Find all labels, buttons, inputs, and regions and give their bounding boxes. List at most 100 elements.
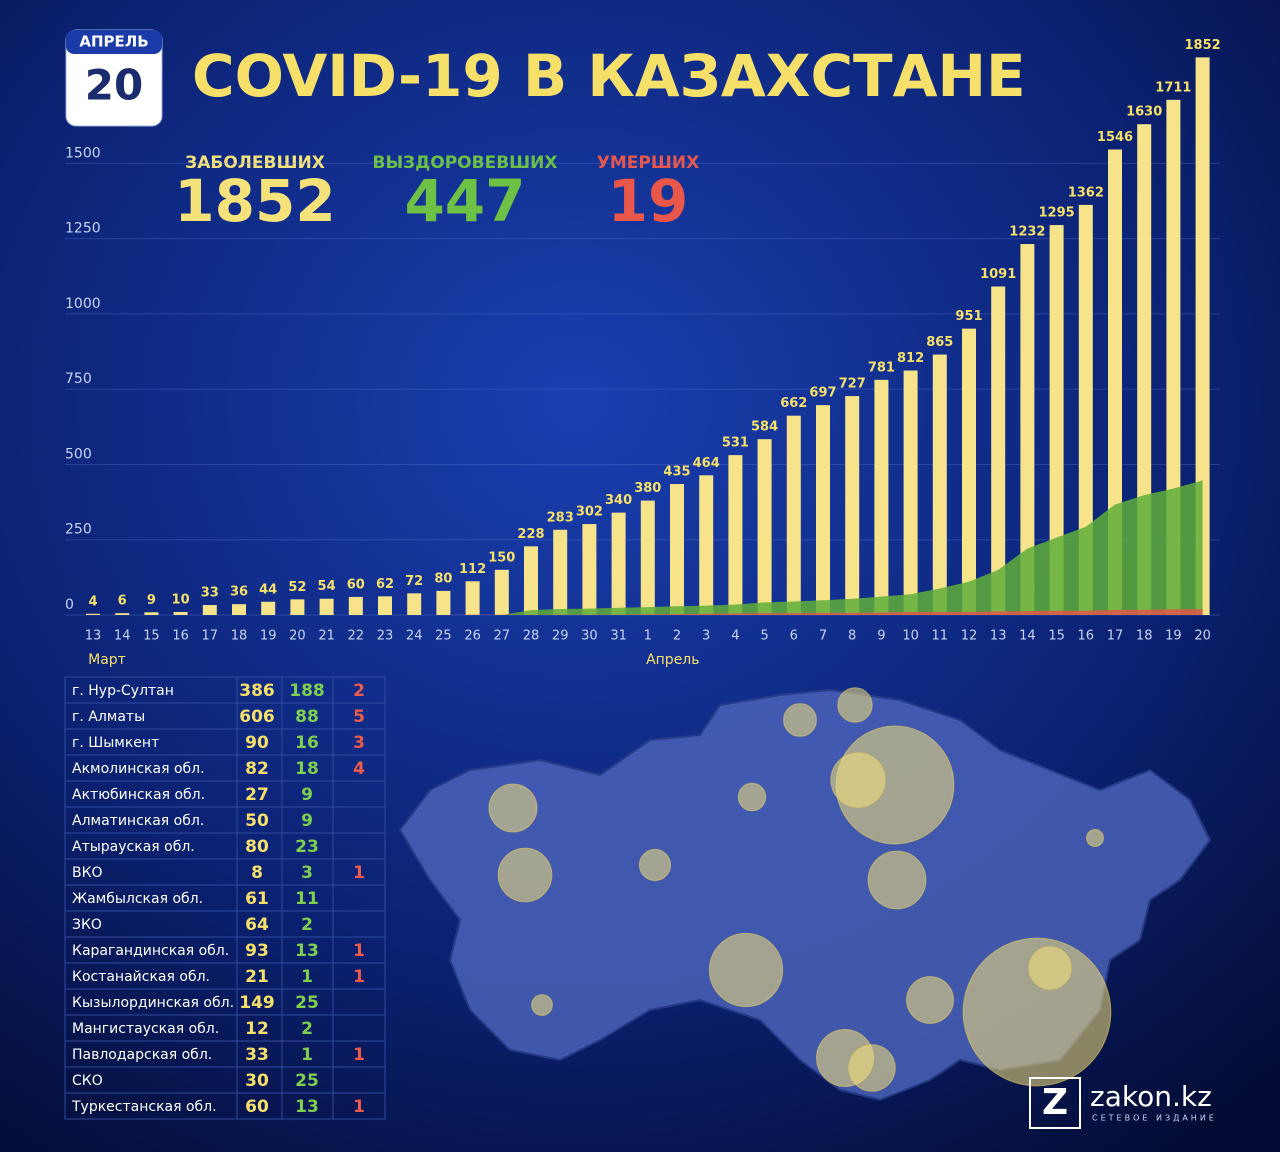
region-name: Кызылординская обл.: [72, 995, 234, 1011]
bar-value-label: 72: [405, 574, 423, 589]
x-tick-label: 14: [1019, 629, 1036, 644]
x-tick-label: 27: [494, 629, 511, 644]
bar: [845, 396, 860, 615]
region-circle: [497, 847, 553, 903]
bar-value-label: 4: [88, 594, 97, 609]
x-tick-label: 4: [731, 629, 739, 644]
region-circle: [848, 1044, 896, 1092]
region-value: 1: [353, 863, 365, 883]
stat-value: 447: [404, 167, 525, 235]
region-circle: [488, 783, 538, 833]
y-tick-label: 1250: [65, 221, 101, 237]
y-tick-label: 0: [65, 597, 74, 613]
logo-icon: Z: [1042, 1082, 1068, 1123]
region-circle: [906, 976, 954, 1024]
x-tick-label: 25: [435, 629, 452, 644]
region-value: 90: [245, 733, 269, 753]
region-value: 5: [353, 707, 365, 727]
bar-value-label: 150: [488, 550, 515, 565]
bar-value-label: 60: [347, 577, 365, 592]
table: г. Нур-Султан 386 188 2г. Алматы 606 88 5г. Шы…: [64, 676, 386, 1120]
bar: [582, 524, 597, 615]
x-tick-label: 18: [1136, 629, 1153, 644]
x-tick-label: 7: [819, 629, 827, 644]
region-value: 13: [295, 1097, 319, 1117]
recovered-area: [93, 480, 1203, 615]
region-value: 606: [239, 707, 275, 727]
region-value: 188: [289, 681, 325, 701]
stat-value: 19: [608, 167, 689, 235]
bar: [494, 569, 509, 615]
x-tick-label: 17: [1107, 629, 1124, 644]
logo-name: zakon.kz: [1090, 1080, 1212, 1113]
bar: [202, 605, 217, 615]
region-name: ЗКО: [72, 917, 102, 933]
x-tick-label: 17: [202, 629, 219, 644]
region-value: 386: [239, 681, 275, 701]
x-tick-label: 12: [961, 629, 978, 644]
x-tick-label: 1: [644, 629, 652, 644]
region-name: Акмолинская обл.: [72, 761, 205, 777]
region-circle: [638, 848, 672, 882]
region-value: 88: [295, 707, 319, 727]
bar: [932, 354, 947, 615]
region-circle: [1086, 829, 1104, 847]
region-value: 60: [245, 1097, 269, 1117]
bar-value-label: 10: [172, 592, 190, 607]
region-value: 50: [245, 811, 269, 831]
bar: [991, 286, 1006, 615]
region-value: 61: [245, 889, 269, 909]
x-tick-label: 18: [231, 629, 248, 644]
region-value: 82: [245, 759, 269, 779]
region-name: Атырауская обл.: [72, 839, 195, 855]
region-name: Алматинская обл.: [72, 813, 204, 829]
region-circle: [867, 850, 927, 910]
bar: [348, 596, 363, 615]
region-value: 4: [353, 759, 365, 779]
bar-value-label: 1362: [1068, 185, 1104, 200]
bar: [1166, 99, 1181, 616]
table-row: [64, 1092, 386, 1120]
y-tick-label: 500: [65, 446, 92, 462]
bar: [611, 512, 626, 615]
x-tick-label: 10: [902, 629, 919, 644]
bar: [757, 439, 772, 615]
x-tick-label: 13: [990, 629, 1007, 644]
bar: [290, 599, 305, 615]
region-value: 1: [353, 941, 365, 961]
calendar-day: 20: [85, 61, 143, 110]
bar-value-label: 302: [576, 505, 603, 520]
bar-value-label: 1546: [1097, 130, 1133, 145]
bar-value-label: 9: [147, 593, 156, 608]
x-tick-label: 21: [318, 629, 335, 644]
region-value: 25: [295, 993, 319, 1013]
x-tick-label: 2: [673, 629, 681, 644]
region-name: г. Алматы: [72, 709, 145, 725]
chart: 0250500750100012501500413614915101633173…: [65, 38, 1221, 668]
region-value: 11: [295, 889, 319, 909]
region-name: ВКО: [72, 865, 103, 881]
bar-value-label: 36: [230, 585, 248, 600]
bar: [319, 598, 334, 615]
calendar-band: [66, 30, 162, 54]
region-circle: [783, 703, 817, 737]
bar: [1137, 124, 1152, 615]
bar: [670, 484, 684, 615]
region-name: Актюбинская обл.: [72, 787, 205, 803]
region-name: Туркестанская обл.: [71, 1099, 217, 1115]
bar: [378, 596, 392, 615]
logo-tagline: СЕТЕВОЕ ИЗДАНИЕ: [1092, 1114, 1217, 1123]
bar-value-label: 727: [839, 377, 866, 392]
x-tick-label: 23: [377, 629, 394, 644]
bar-value-label: 44: [259, 582, 277, 597]
region-name: СКО: [72, 1073, 103, 1089]
x-tick-label: 30: [581, 629, 598, 644]
region-value: 93: [245, 941, 269, 961]
bar-value-label: 80: [434, 571, 452, 586]
bar-value-label: 812: [897, 351, 924, 366]
bar-value-label: 283: [547, 510, 574, 525]
bar-value-label: 1711: [1155, 80, 1191, 95]
bar: [553, 529, 568, 615]
